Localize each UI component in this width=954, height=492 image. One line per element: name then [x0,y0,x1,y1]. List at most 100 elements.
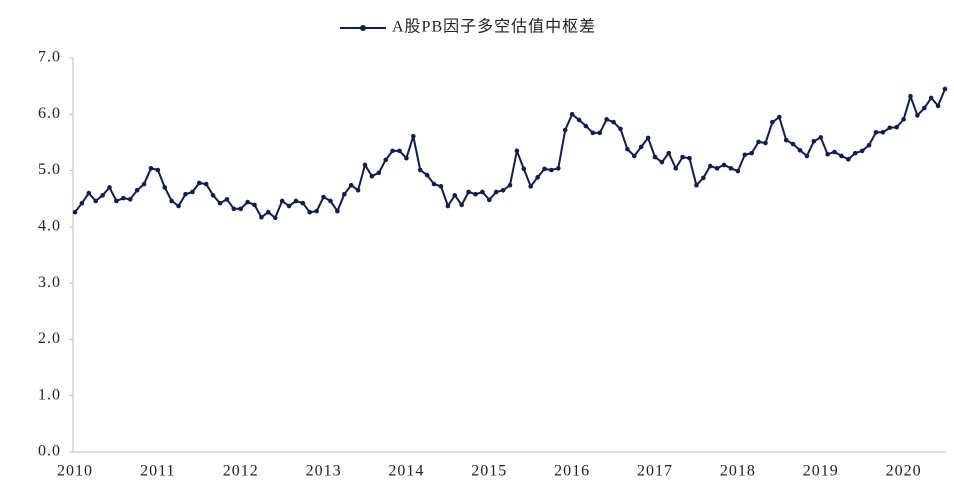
point [790,141,796,147]
point [562,127,568,133]
point [424,172,430,178]
x-tick-label: 2012 [223,463,259,480]
point [604,117,609,122]
point [493,189,499,195]
x-tick-label: 2013 [306,463,342,480]
point [756,139,761,145]
point [839,153,844,159]
point [335,208,340,214]
point [687,155,692,161]
point [252,202,257,208]
point [121,195,126,201]
y-tick-label: 3.0 [38,274,61,291]
x-tick-label: 2014 [388,463,424,480]
y-tick-label: 0.0 [38,443,61,460]
point [549,167,554,173]
point [714,166,720,171]
point [928,95,934,101]
point [804,153,810,159]
point [431,181,437,187]
point [852,150,858,156]
point [590,130,596,136]
point [576,117,582,123]
point [749,150,754,156]
point [328,198,333,204]
point [542,166,547,172]
point [183,191,188,197]
point [797,148,803,153]
point [397,148,402,154]
point [355,187,361,193]
y-tick-label: 4.0 [38,218,61,235]
point [286,203,292,209]
point [383,157,389,163]
point [362,162,368,168]
point [321,194,326,200]
x-tick-label: 2017 [637,463,673,480]
point [141,181,147,187]
point [673,166,679,171]
point [611,119,616,125]
y-tick-label: 1.0 [38,386,61,403]
point [583,123,589,129]
point [528,184,534,189]
point [79,200,85,206]
point [169,198,174,204]
x-tick-label: 2010 [57,463,93,480]
point [908,93,913,99]
point [376,170,382,176]
point [100,193,105,198]
point [259,214,264,220]
point [266,209,271,215]
point [618,126,623,132]
point [873,129,879,135]
point [811,139,817,144]
point [894,124,899,130]
point [155,167,161,173]
point [859,148,865,154]
point [272,215,278,221]
point [93,198,99,204]
point [707,163,713,169]
x-tick-label: 2020 [886,463,922,480]
point [901,117,906,122]
point [224,196,230,202]
point [776,114,782,120]
y-tick-label: 2.0 [38,330,61,347]
point [148,166,154,171]
point [915,113,920,118]
point [480,189,485,195]
point [659,159,665,165]
point [341,191,347,197]
point [473,191,478,197]
point [293,198,299,204]
point [763,140,768,146]
point [411,133,416,139]
point [887,125,893,131]
point [652,154,658,160]
point [238,206,244,212]
legend-label: A股PB因子多空估值中枢差 [392,18,596,36]
point [245,199,250,205]
point [535,175,540,180]
point [783,137,789,143]
point [694,182,699,188]
point [279,198,285,204]
x-tick-label: 2011 [140,463,175,480]
point [203,181,209,187]
point [825,151,830,157]
point [514,148,520,154]
point [404,155,409,161]
point [300,200,306,206]
y-tick-label: 5.0 [38,161,61,178]
point [134,187,140,193]
point [417,167,423,173]
x-tick-label: 2019 [803,463,839,480]
point [818,135,824,140]
point [86,190,92,196]
point [631,153,637,159]
point [307,209,313,215]
point [556,166,561,171]
point [176,203,181,209]
